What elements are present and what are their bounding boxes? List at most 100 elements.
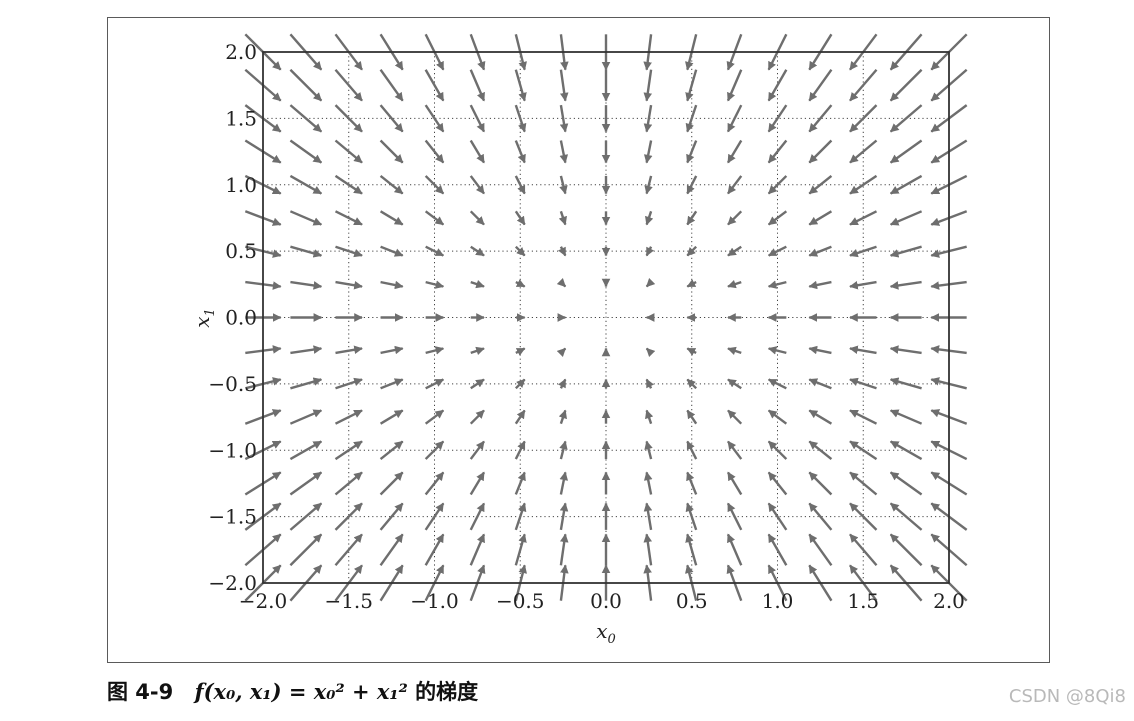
gradient-arrow xyxy=(379,104,404,133)
gradient-arrow xyxy=(849,174,878,195)
gradient-arrow xyxy=(380,245,404,257)
gradient-arrow xyxy=(425,378,445,390)
gradient-arrow xyxy=(289,409,323,425)
gradient-arrow xyxy=(727,175,743,195)
gradient-arrow xyxy=(334,471,363,496)
gradient-arrow xyxy=(424,440,445,460)
gradient-arrow xyxy=(849,440,878,461)
figure-caption: 图 4-9 f(x₀, x₁) = x₀² + x₁² 的梯度 xyxy=(107,676,478,706)
x-axis-label: x0 xyxy=(596,619,616,647)
gradient-arrow xyxy=(469,502,486,531)
gradient-arrow xyxy=(849,245,877,258)
gradient-arrow xyxy=(889,104,923,133)
gradient-arrow xyxy=(686,409,698,425)
gradient-arrow xyxy=(380,280,404,290)
gradient-arrow xyxy=(849,139,878,164)
gradient-arrow xyxy=(469,69,486,102)
gradient-arrow xyxy=(849,502,878,531)
x-tick-label: 1.0 xyxy=(762,589,794,613)
caption-formula: f(x₀, x₁) = x₀² + x₁² xyxy=(194,679,408,704)
y-axis-label: x1 xyxy=(190,308,218,328)
gradient-arrow xyxy=(424,210,445,226)
gradient-arrow xyxy=(808,345,832,355)
gradient-arrow xyxy=(767,471,788,496)
y-tick-label: 0.0 xyxy=(225,306,257,330)
gradient-arrow xyxy=(559,175,568,195)
gradient-arrow xyxy=(290,245,323,258)
gradient-arrow xyxy=(726,69,743,102)
gradient-arrow xyxy=(379,210,404,226)
gradient-arrow xyxy=(556,277,567,288)
gradient-arrow xyxy=(889,440,923,461)
gradient-arrow xyxy=(727,245,742,257)
gradient-arrow xyxy=(767,104,788,133)
gradient-arrow xyxy=(767,378,787,390)
gradient-arrow xyxy=(335,345,363,355)
y-tick-label: −2.0 xyxy=(208,571,257,595)
gradient-arrow xyxy=(767,245,787,257)
gradient-arrow xyxy=(808,69,833,102)
gradient-arrow xyxy=(685,104,698,133)
gradient-arrow xyxy=(559,502,569,531)
gradient-arrow xyxy=(379,533,404,566)
gradient-arrow xyxy=(889,210,923,226)
gradient-arrow xyxy=(424,139,445,164)
gradient-arrow xyxy=(727,346,742,356)
gradient-arrow xyxy=(334,409,363,425)
gradient-arrow xyxy=(424,471,445,496)
gradient-arrow xyxy=(849,280,877,290)
gradient-arrow xyxy=(425,346,445,355)
gradient-arrow xyxy=(889,68,923,102)
gradient-arrow xyxy=(514,471,526,495)
gradient-arrow xyxy=(643,104,653,133)
gradient-arrow xyxy=(469,440,485,460)
gradient-arrow xyxy=(645,378,655,389)
gradient-arrow xyxy=(514,378,526,390)
gradient-arrow xyxy=(379,139,404,164)
gradient-arrow xyxy=(425,245,445,257)
gradient-arrow xyxy=(515,279,526,288)
gradient-arrow xyxy=(808,139,833,164)
y-tick-label: 1.5 xyxy=(225,106,257,130)
gradient-arrow xyxy=(726,139,743,164)
gradient-arrow xyxy=(470,245,485,257)
gradient-arrow xyxy=(334,174,363,195)
gradient-arrow xyxy=(849,345,877,355)
gradient-arrow xyxy=(469,139,486,164)
gradient-arrow xyxy=(727,378,742,390)
gradient-arrow xyxy=(686,378,698,390)
gradient-arrow xyxy=(889,377,922,390)
gradient-arrow xyxy=(767,280,787,289)
gradient-arrow xyxy=(808,471,833,496)
gradient-arrow xyxy=(889,139,923,164)
gradient-arrow xyxy=(889,471,923,496)
gradient-arrow xyxy=(686,279,697,288)
gradient-arrow xyxy=(685,533,698,566)
gradient-arrow xyxy=(808,378,832,390)
gradient-arrow xyxy=(644,175,653,195)
gradient-arrow xyxy=(514,140,526,164)
gradient-arrow xyxy=(558,210,567,226)
gradient-arrow xyxy=(290,345,323,355)
gradient-arrow xyxy=(379,471,404,496)
gradient-arrow xyxy=(643,69,653,102)
gradient-arrow xyxy=(808,440,833,461)
gradient-arrow xyxy=(515,347,526,356)
gradient-arrow xyxy=(645,210,654,226)
gradient-arrow xyxy=(334,68,363,102)
gradient-arrow xyxy=(469,210,485,226)
gradient-arrow xyxy=(645,277,656,288)
gradient-arrow xyxy=(686,471,698,495)
gradient-arrow xyxy=(289,502,323,531)
gradient-arrow xyxy=(889,533,923,567)
gradient-arrow xyxy=(849,104,878,133)
gradient-arrow xyxy=(767,533,788,566)
x-tick-label: −1.5 xyxy=(324,589,373,613)
gradient-arrow xyxy=(889,409,923,425)
gradient-arrow xyxy=(645,246,655,257)
gradient-arrow xyxy=(514,245,526,257)
gradient-arrow xyxy=(334,210,363,226)
gradient-arrow xyxy=(767,69,788,102)
x-tick-label: 1.5 xyxy=(847,589,879,613)
gradient-arrow xyxy=(334,104,363,133)
